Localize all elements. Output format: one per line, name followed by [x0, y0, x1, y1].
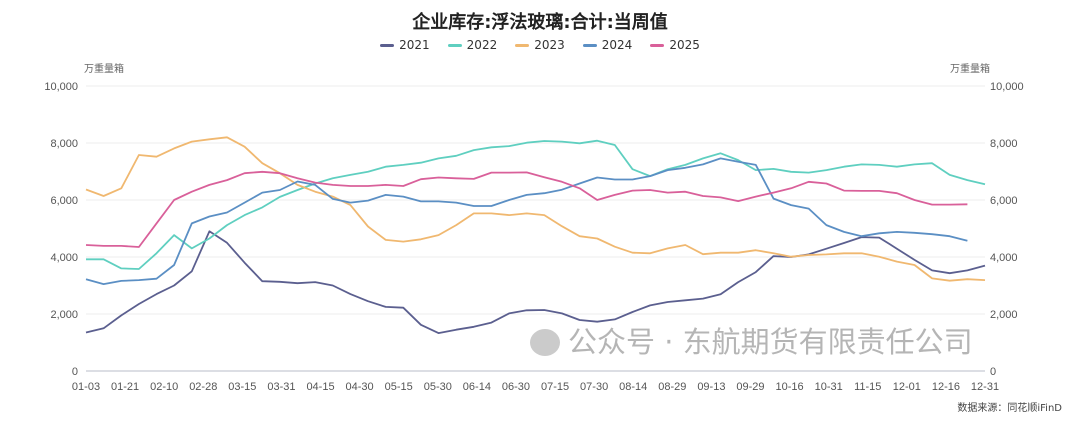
chart-title: 企业库存:浮法玻璃:合计:当周值 — [412, 12, 668, 33]
y-tick-label-right: 8,000 — [990, 138, 1018, 150]
legend-label: 2022 — [466, 38, 498, 52]
x-tick-label: 05-30 — [424, 381, 452, 393]
y-tick-label-right: 2,000 — [990, 309, 1018, 321]
x-tick-label: 12-16 — [932, 381, 960, 393]
series-line-2021 — [85, 230, 986, 335]
x-tick-label: 04-15 — [306, 381, 334, 393]
legend-swatch — [447, 43, 462, 47]
legend-swatch — [582, 43, 597, 47]
x-tick-label: 10-31 — [815, 381, 843, 393]
data-source: 数据来源：同花顺iFinD — [957, 403, 1062, 414]
series-line-2024 — [85, 157, 968, 286]
x-tick-label: 01-03 — [72, 381, 100, 393]
legend-label: 2021 — [399, 38, 430, 52]
y-tick-label-right: 10,000 — [990, 81, 1024, 93]
x-tick-label: 09-29 — [736, 381, 764, 393]
y-tick-label-left: 4,000 — [50, 252, 78, 264]
legend-label: 2025 — [669, 38, 700, 52]
y-axis-unit-left: 万重量箱 — [84, 64, 124, 75]
wechat-icon — [530, 329, 560, 356]
series-line-2022 — [86, 139, 986, 270]
x-tick-label: 10-16 — [775, 381, 803, 393]
x-tick-label: 12-01 — [893, 381, 921, 393]
y-tick-label-left: 6,000 — [50, 195, 78, 207]
watermark: 公众号 · 东航期货有限责任公司 — [530, 328, 973, 357]
x-tick-label: 12-31 — [971, 381, 999, 393]
y-axis-unit-right: 万重量箱 — [950, 64, 990, 75]
x-tick-label: 06-14 — [463, 381, 491, 393]
x-tick-label: 04-30 — [346, 381, 374, 393]
x-tick-label: 09-13 — [697, 381, 725, 393]
legend-item-2023[interactable]: 2023 — [515, 38, 565, 52]
x-tick-label: 02-28 — [189, 381, 217, 393]
x-tick-label: 05-15 — [385, 381, 413, 393]
y-tick-label-right: 6,000 — [990, 195, 1018, 207]
y-tick-label-left: 8,000 — [50, 138, 78, 150]
x-tick-label: 07-30 — [580, 381, 608, 393]
y-tick-label-left: 2,000 — [50, 309, 78, 321]
y-tick-label-left: 10,000 — [44, 81, 78, 93]
legend-item-2025[interactable]: 2025 — [650, 38, 700, 52]
x-tick-label: 03-31 — [267, 381, 295, 393]
legend: 2021 2022 2023 2024 2025 — [0, 38, 1080, 52]
x-tick-label: 11-15 — [854, 381, 881, 393]
legend-swatch — [650, 43, 665, 47]
y-tick-label-left: 0 — [72, 366, 78, 378]
series-line-2023 — [85, 136, 986, 282]
legend-label: 2023 — [534, 38, 565, 52]
x-tick-label: 07-15 — [541, 381, 569, 393]
legend-item-2024[interactable]: 2024 — [582, 38, 633, 52]
watermark-text: 公众号 · 东航期货有限责任公司 — [568, 325, 973, 359]
x-tick-label: 03-15 — [228, 381, 256, 393]
x-tick-label: 08-14 — [619, 381, 647, 393]
legend-swatch — [380, 43, 395, 47]
x-tick-label: 06-30 — [502, 381, 530, 393]
y-tick-label-right: 4,000 — [990, 252, 1018, 264]
legend-swatch — [515, 43, 530, 47]
y-tick-label-right: 0 — [990, 366, 996, 378]
legend-item-2021[interactable]: 2021 — [380, 38, 430, 52]
series-line-2025 — [85, 170, 968, 248]
x-tick-label: 02-10 — [150, 381, 178, 393]
x-tick-label: 01-21 — [111, 381, 139, 393]
legend-label: 2024 — [601, 38, 633, 52]
legend-item-2022[interactable]: 2022 — [447, 38, 498, 52]
x-tick-label: 08-29 — [658, 381, 686, 393]
